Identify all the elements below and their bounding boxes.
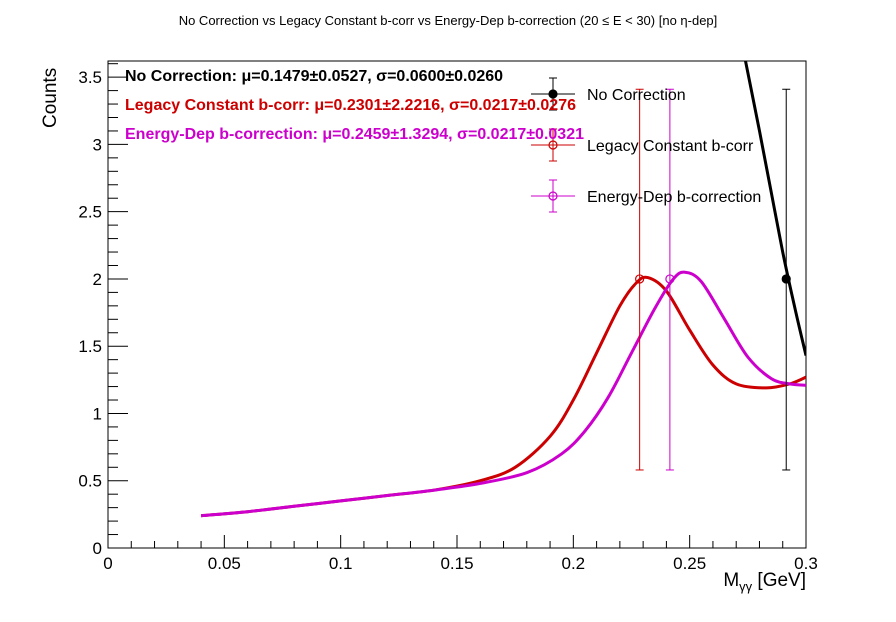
x-axis-label-main: M bbox=[723, 570, 739, 591]
fit-stat-label-0: No Correction: bbox=[125, 68, 241, 85]
fit-stat-2: Energy-Dep b-correction: μ=0.2459±1.3294… bbox=[125, 126, 584, 143]
y-tick-label: 0.5 bbox=[78, 472, 102, 491]
y-tick-label: 3 bbox=[93, 135, 102, 154]
x-axis-label: Mγγ [GeV] bbox=[723, 570, 806, 594]
y-tick-label: 3.5 bbox=[78, 68, 102, 87]
fit-stat-label-2: Energy-Dep b-correction: bbox=[125, 126, 322, 143]
x-tick-label: 0.1 bbox=[329, 554, 353, 573]
chart-title: No Correction vs Legacy Constant b-corr … bbox=[179, 13, 718, 28]
y-tick-label: 0 bbox=[93, 539, 102, 558]
data-point-1 bbox=[635, 274, 645, 284]
fit-stat-values-0: μ=0.1479±0.0527, σ=0.0600±0.0260 bbox=[241, 68, 503, 85]
fit-curves bbox=[200, 61, 806, 518]
fit-stats: No Correction: μ=0.1479±0.0527, σ=0.0600… bbox=[125, 68, 584, 143]
x-tick-label: 0 bbox=[103, 554, 112, 573]
legend: No Correction Legacy Constant b-corr Energ… bbox=[531, 77, 761, 213]
legend-entry-0: No Correction bbox=[587, 87, 686, 104]
y-tick-label: 2 bbox=[93, 270, 102, 289]
x-tick-label: 0.3 bbox=[794, 554, 818, 573]
fit-stat-0: No Correction: μ=0.1479±0.0527, σ=0.0600… bbox=[125, 68, 503, 85]
fit-stat-1: Legacy Constant b-corr: μ=0.2301±2.2216,… bbox=[125, 97, 576, 114]
y-tick-label: 1.5 bbox=[78, 337, 102, 356]
fit-stat-label-1: Legacy Constant b-corr: bbox=[125, 97, 314, 114]
legend-marker-0 bbox=[548, 89, 558, 99]
data-point-0 bbox=[781, 274, 791, 284]
axes: 0 0.05 0.1 0.15 0.2 0.25 0.3 0 0.5 1 1.5 2 2.5 3 3.5 bbox=[78, 63, 818, 573]
legend-entry-2: Energy-Dep b-correction bbox=[587, 189, 761, 206]
legend-marker-2 bbox=[548, 191, 558, 201]
x-axis-label-unit: [GeV] bbox=[752, 570, 806, 591]
y-tick-label: 2.5 bbox=[78, 203, 102, 222]
y-axis-label: Counts bbox=[40, 68, 61, 128]
legend-entry-1: Legacy Constant b-corr bbox=[587, 138, 754, 155]
x-tick-label: 0.25 bbox=[673, 554, 706, 573]
x-tick-label: 0.15 bbox=[440, 554, 473, 573]
data-point-2 bbox=[665, 274, 675, 284]
x-axis-label-sub: γγ bbox=[739, 579, 753, 594]
x-tick-label: 0.2 bbox=[562, 554, 586, 573]
fit-curve-2 bbox=[200, 270, 806, 518]
x-tick-label: 0.05 bbox=[208, 554, 241, 573]
fit-stat-values-2: μ=0.2459±1.3294, σ=0.0217±0.0321 bbox=[322, 126, 584, 143]
data-points bbox=[635, 88, 791, 471]
fit-stat-values-1: μ=0.2301±2.2216, σ=0.0217±0.0276 bbox=[314, 97, 576, 114]
fit-curve-0 bbox=[744, 61, 806, 356]
legend-marker-1 bbox=[548, 140, 558, 150]
y-tick-label: 1 bbox=[93, 404, 102, 423]
